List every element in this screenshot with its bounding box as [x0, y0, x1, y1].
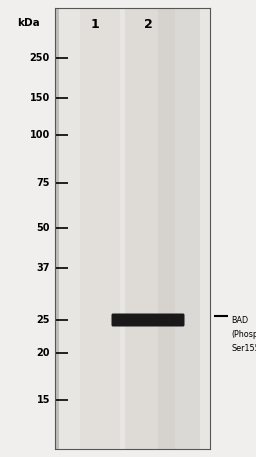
Text: 50: 50 — [37, 223, 50, 233]
Text: 100: 100 — [30, 130, 50, 140]
Text: 75: 75 — [37, 178, 50, 188]
Text: 20: 20 — [37, 348, 50, 358]
Text: 15: 15 — [37, 395, 50, 405]
Text: 150: 150 — [30, 93, 50, 103]
Bar — [158, 8, 200, 449]
Bar — [125, 8, 175, 449]
Text: 2: 2 — [144, 18, 152, 31]
Text: Ser155): Ser155) — [231, 344, 256, 353]
Text: 250: 250 — [30, 53, 50, 63]
Text: kDa: kDa — [17, 18, 39, 28]
Text: 37: 37 — [37, 263, 50, 273]
Text: (Phospho-: (Phospho- — [231, 330, 256, 339]
Bar — [55, 8, 210, 449]
Bar — [55, 8, 59, 449]
FancyBboxPatch shape — [112, 314, 185, 326]
Text: BAD: BAD — [231, 316, 248, 325]
Text: 25: 25 — [37, 315, 50, 325]
Text: 1: 1 — [91, 18, 99, 31]
Bar — [80, 8, 120, 449]
